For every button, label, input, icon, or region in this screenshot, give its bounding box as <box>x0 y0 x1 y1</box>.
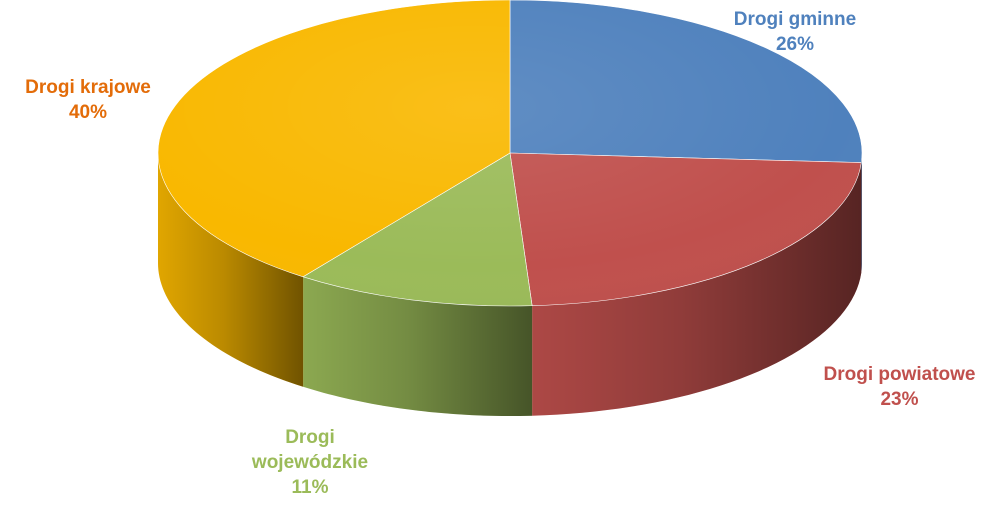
slice-percent: 23% <box>880 389 919 410</box>
slice-label-drogi-krajowe: Drogi krajowe 40% <box>0 75 176 125</box>
slice-side-shading <box>303 276 533 416</box>
slice-side-shading <box>532 162 862 416</box>
pie-tops <box>157 0 863 307</box>
slice-name: Drogi gminne <box>733 9 857 30</box>
slice-percent: 11% <box>291 477 329 498</box>
slice-name: Drogi powiatowe <box>823 364 976 385</box>
pie-sides <box>158 153 862 416</box>
slice-side-shading <box>158 153 304 387</box>
slice-label-drogi-gminne: Drogi gminne 26% <box>710 7 880 57</box>
slice-name: Drogi wojewódzkie <box>251 427 369 473</box>
slice-percent: 40% <box>68 102 108 123</box>
pie-top-highlight <box>158 0 862 306</box>
slice-label-drogi-wojewodzkie: Drogi wojewódzkie 11% <box>225 425 395 500</box>
slice-label-drogi-powiatowe: Drogi powiatowe 23% <box>798 362 1001 412</box>
slice-percent: 26% <box>775 34 815 55</box>
slice-side-shading <box>861 153 862 273</box>
slice-name: Drogi krajowe <box>25 77 151 98</box>
